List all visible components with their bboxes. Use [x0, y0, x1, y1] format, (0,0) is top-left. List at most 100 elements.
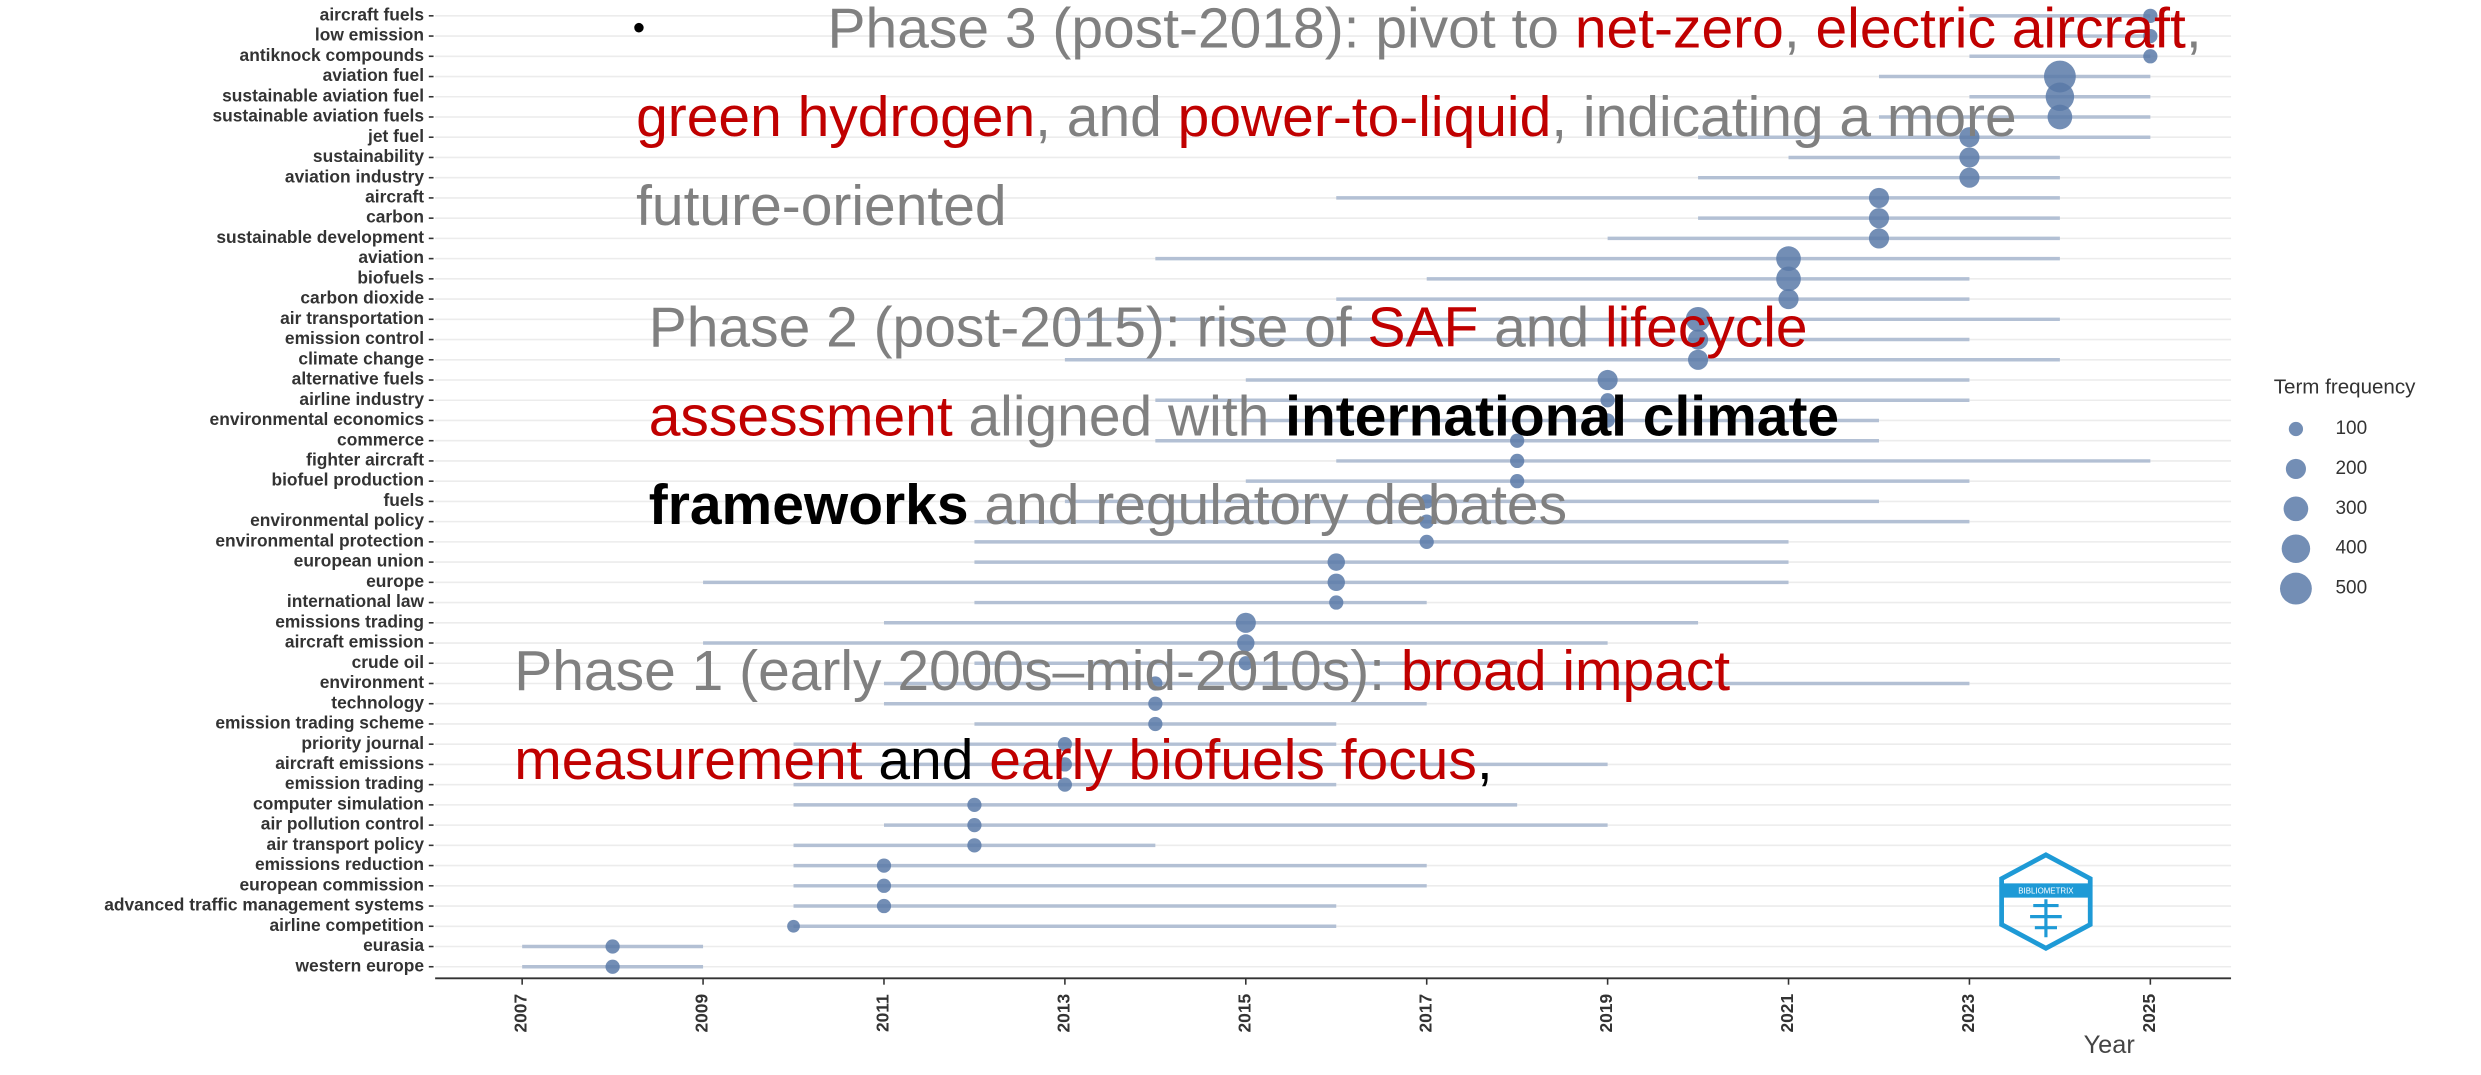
text-run: and: [1478, 294, 1605, 360]
legend-dot: [2281, 534, 2311, 563]
x-tick-label: 2019: [1596, 994, 1616, 1033]
y-tick-label: low emission: [315, 25, 424, 45]
term-dot: [1776, 266, 1801, 292]
legend-dot: [2288, 421, 2304, 437]
text-run: frameworks: [648, 471, 969, 537]
overlay-line: measurement and early biofuels focus,: [514, 716, 1492, 805]
y-tick-label: aviation: [358, 247, 424, 267]
text-run: and: [862, 726, 990, 792]
term-dot: [787, 919, 800, 933]
term-dot: [967, 817, 982, 833]
term-dot: [876, 898, 892, 914]
term-dot: [1959, 147, 1980, 168]
y-tick-label: aircraft emission: [285, 632, 424, 652]
overlay-line: assessment aligned with international cl…: [649, 372, 1839, 461]
x-tick-label: 2011: [873, 994, 893, 1032]
text-run: early biofuels focus: [989, 726, 1477, 792]
y-tick-label: aircraft: [365, 187, 424, 207]
y-tick-label: sustainable development: [216, 227, 424, 247]
y-tick-label: aviation industry: [285, 166, 424, 186]
term-dot: [2143, 8, 2158, 23]
x-tick-label: 2017: [1415, 994, 1435, 1033]
term-dot: [1057, 777, 1073, 792]
term-dot: [1600, 413, 1615, 428]
y-tick-label: international law: [287, 591, 425, 611]
term-dot: [1327, 553, 1345, 571]
y-tick-label: aviation fuel: [323, 65, 424, 85]
y-tick-label: environmental economics: [210, 409, 424, 429]
term-dot: [1510, 474, 1525, 489]
y-tick-label: emissions trading: [275, 611, 424, 631]
text-run: lifecycle: [1604, 294, 1808, 360]
text-run: measurement: [514, 726, 863, 792]
term-dot: [1688, 329, 1709, 350]
x-axis-label: Year: [2084, 1031, 2136, 1059]
bullet: •: [632, 7, 646, 48]
term-dot: [2143, 49, 2158, 64]
text-run: ,: [1476, 726, 1493, 792]
y-tick-label: emission trading scheme: [215, 713, 424, 733]
term-dot: [1776, 246, 1801, 271]
overlay-line: green hydrogen, and power-to-liquid, ind…: [636, 73, 2017, 162]
term-dot: [1327, 573, 1345, 592]
term-dot: [1868, 208, 1890, 229]
y-tick-label: air transportation: [280, 308, 424, 328]
legend-label: 100: [2335, 418, 2367, 439]
term-dot: [1419, 534, 1434, 549]
term-dot: [1057, 737, 1073, 752]
term-dot: [1235, 612, 1256, 633]
text-run: broad impact: [1400, 637, 1731, 703]
text-run: ,: [2185, 0, 2202, 61]
term-dot: [1685, 306, 1711, 332]
term-dot: [2043, 60, 2076, 93]
term-dot: [1148, 676, 1163, 691]
term-dot: [2045, 82, 2075, 112]
overlay-line: future-oriented: [636, 161, 1006, 250]
logo-text: BIBLIOMETRIX: [2018, 886, 2074, 895]
y-tick-label: commerce: [337, 429, 424, 449]
y-tick-label: air pollution control: [261, 814, 424, 834]
y-tick-label: eurasia: [363, 935, 424, 955]
term-dot: [1510, 453, 1525, 469]
term-dot: [1419, 494, 1434, 509]
y-tick-label: airline competition: [269, 915, 424, 935]
term-dot: [2047, 104, 2073, 130]
text-run: , and: [1035, 83, 1178, 149]
y-tick-label: european union: [294, 551, 424, 571]
y-tick-label: air transport policy: [267, 834, 425, 854]
y-tick-label: airline industry: [299, 389, 424, 409]
y-tick-label: emissions reduction: [255, 854, 424, 874]
text-run: ,: [1783, 0, 1816, 61]
term-dot: [1510, 433, 1525, 448]
x-tick-label: 2015: [1234, 994, 1254, 1033]
term-dot: [1597, 369, 1618, 391]
term-dot: [967, 838, 982, 853]
y-tick-label: environmental policy: [250, 510, 424, 530]
legend-label: 400: [2335, 538, 2367, 559]
logo-band: [2001, 883, 2091, 898]
y-tick-label: technology: [331, 692, 424, 712]
y-tick-label: sustainability: [313, 146, 424, 166]
legend-label: 500: [2335, 578, 2367, 599]
text-run: Phase 3 (post-2018): pivot to: [827, 0, 1575, 61]
term-dot: [1237, 634, 1255, 652]
y-tick-label: sustainable aviation fuel: [222, 85, 424, 105]
term-dot: [2143, 28, 2158, 44]
term-dot: [1868, 228, 1890, 249]
term-dot: [876, 878, 892, 893]
term-dot: [1148, 696, 1163, 711]
y-tick-label: carbon dioxide: [300, 288, 424, 308]
x-tick-label: 2013: [1053, 994, 1073, 1033]
y-tick-label: priority journal: [301, 733, 424, 753]
x-tick-label: 2023: [1958, 994, 1978, 1033]
term-dot: [1600, 393, 1615, 408]
x-tick-label: 2007: [511, 994, 531, 1033]
text-run: future-oriented: [636, 172, 1007, 238]
y-tick-label: crude oil: [352, 652, 424, 672]
y-tick-label: europe: [366, 571, 424, 591]
y-tick-label: climate change: [298, 348, 424, 368]
y-tick-label: jet fuel: [367, 126, 424, 146]
y-tick-label: european commission: [240, 874, 425, 894]
